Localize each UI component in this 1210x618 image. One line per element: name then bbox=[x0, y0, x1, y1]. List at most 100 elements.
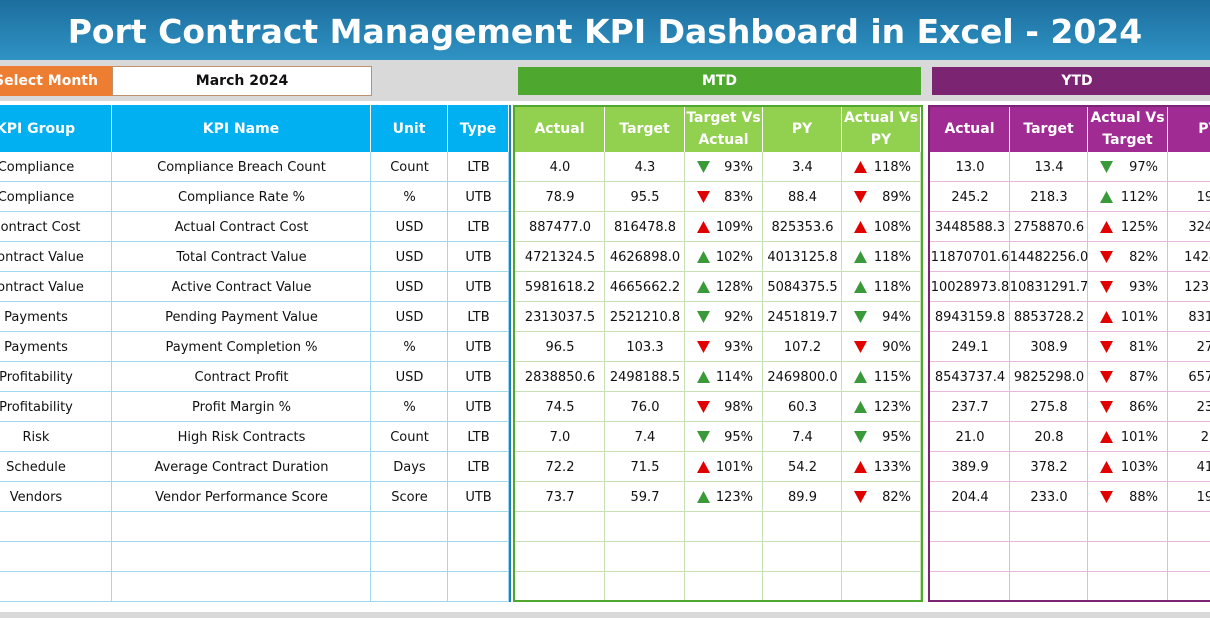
cell-text: 109% bbox=[715, 219, 753, 235]
table-cell bbox=[605, 152, 685, 182]
table-cell bbox=[1010, 422, 1088, 452]
cell-text: Contract Profit bbox=[194, 369, 289, 385]
table-cell bbox=[1088, 182, 1168, 212]
cell-text: LTB bbox=[467, 309, 490, 325]
table-cell bbox=[763, 182, 842, 212]
cell-text: LTB bbox=[467, 159, 490, 175]
select-month-label: Select Month bbox=[0, 66, 112, 96]
table-cell bbox=[371, 542, 448, 572]
table-cell bbox=[112, 242, 371, 272]
cell-text: Contract Value bbox=[0, 279, 84, 295]
cell-text: 59.7 bbox=[630, 489, 660, 505]
table-cell bbox=[685, 422, 763, 452]
cell-text: 118% bbox=[873, 159, 911, 175]
cell-text: 20.8 bbox=[1034, 429, 1064, 445]
table-cell bbox=[0, 182, 112, 212]
table-cell bbox=[448, 572, 509, 602]
table-cell bbox=[842, 362, 921, 392]
table-cell bbox=[1168, 302, 1210, 332]
cell-text: 107.2 bbox=[783, 339, 822, 355]
table-cell bbox=[930, 272, 1010, 302]
table-cell bbox=[1168, 422, 1210, 452]
table-cell bbox=[515, 242, 605, 272]
cell-text: 103.3 bbox=[626, 339, 664, 355]
table-cell bbox=[1088, 332, 1168, 362]
table-cell bbox=[1088, 452, 1168, 482]
column-header: PY bbox=[1168, 105, 1210, 152]
cell-text: 54.2 bbox=[788, 459, 817, 475]
table-cell bbox=[930, 422, 1010, 452]
table-cell bbox=[763, 362, 842, 392]
table-cell bbox=[112, 572, 371, 602]
table-cell bbox=[1168, 452, 1210, 482]
table-cell bbox=[448, 542, 509, 572]
cell-text: 4.3 bbox=[634, 159, 656, 175]
table-cell bbox=[1168, 242, 1210, 272]
table-cell bbox=[1088, 512, 1168, 542]
cell-text: Contract Cost bbox=[0, 219, 81, 235]
cell-text: 825353.6 bbox=[771, 219, 834, 235]
table-cell bbox=[1010, 332, 1088, 362]
table-cell bbox=[763, 422, 842, 452]
cell-text: Count bbox=[390, 429, 429, 445]
table-cell bbox=[371, 242, 448, 272]
cell-text: 101% bbox=[1120, 429, 1158, 445]
cell-text: 4013125.8 bbox=[767, 249, 838, 265]
table-cell bbox=[0, 152, 112, 182]
table-cell bbox=[605, 482, 685, 512]
cell-text: 274 bbox=[1196, 339, 1210, 355]
table-cell bbox=[842, 302, 921, 332]
cell-text: USD bbox=[395, 369, 424, 385]
table-cell bbox=[930, 452, 1010, 482]
ytd-banner: YTD bbox=[932, 67, 1210, 95]
table-cell bbox=[685, 362, 763, 392]
cell-text: 204.4 bbox=[951, 489, 989, 505]
cell-text: 7.4 bbox=[792, 429, 813, 445]
table-cell bbox=[930, 542, 1010, 572]
cell-text: 96.5 bbox=[545, 339, 575, 355]
table-cell bbox=[1088, 422, 1168, 452]
table-cell bbox=[448, 422, 509, 452]
table-cell bbox=[515, 392, 605, 422]
table-cell bbox=[515, 302, 605, 332]
table-cell bbox=[842, 482, 921, 512]
column-header: KPI Group bbox=[0, 105, 112, 152]
table-cell bbox=[685, 212, 763, 242]
table-cell bbox=[1088, 542, 1168, 572]
column-header: Type bbox=[448, 105, 509, 152]
table-cell bbox=[371, 482, 448, 512]
column-header: KPI Name bbox=[112, 105, 371, 152]
cell-text: 218.3 bbox=[1030, 189, 1068, 205]
cell-text: UTB bbox=[465, 339, 492, 355]
cell-text: 78.9 bbox=[545, 189, 575, 205]
table-cell bbox=[1088, 302, 1168, 332]
cell-text: Profit Margin % bbox=[192, 399, 291, 415]
cell-text: 82% bbox=[1129, 249, 1158, 265]
column-header: Actual Vs Target bbox=[1088, 105, 1168, 152]
table-cell bbox=[685, 272, 763, 302]
cell-text: LTB bbox=[467, 459, 490, 475]
cell-text: 76.0 bbox=[630, 399, 660, 415]
mtd-banner: MTD bbox=[518, 67, 921, 95]
table-cell bbox=[930, 332, 1010, 362]
bottom-band bbox=[0, 612, 1210, 618]
cell-text: 13.4 bbox=[1034, 159, 1064, 175]
cell-text: Vendors bbox=[9, 489, 63, 505]
table-cell bbox=[842, 332, 921, 362]
cell-text: 71.5 bbox=[630, 459, 660, 475]
table-cell bbox=[448, 182, 509, 212]
cell-text: Payments bbox=[4, 339, 68, 355]
table-cell bbox=[1168, 482, 1210, 512]
table-cell bbox=[930, 212, 1010, 242]
cell-text: 14482256.0 bbox=[1010, 249, 1088, 265]
cell-text: Count bbox=[390, 159, 429, 175]
column-header: Actual Vs PY bbox=[842, 105, 921, 152]
mtd-border bbox=[513, 105, 923, 602]
kpi-border bbox=[509, 105, 511, 602]
table-cell bbox=[605, 302, 685, 332]
cell-text: 73.7 bbox=[545, 489, 575, 505]
table-cell bbox=[605, 182, 685, 212]
table-cell bbox=[842, 272, 921, 302]
table-cell bbox=[515, 152, 605, 182]
cell-text: High Risk Contracts bbox=[177, 429, 306, 445]
